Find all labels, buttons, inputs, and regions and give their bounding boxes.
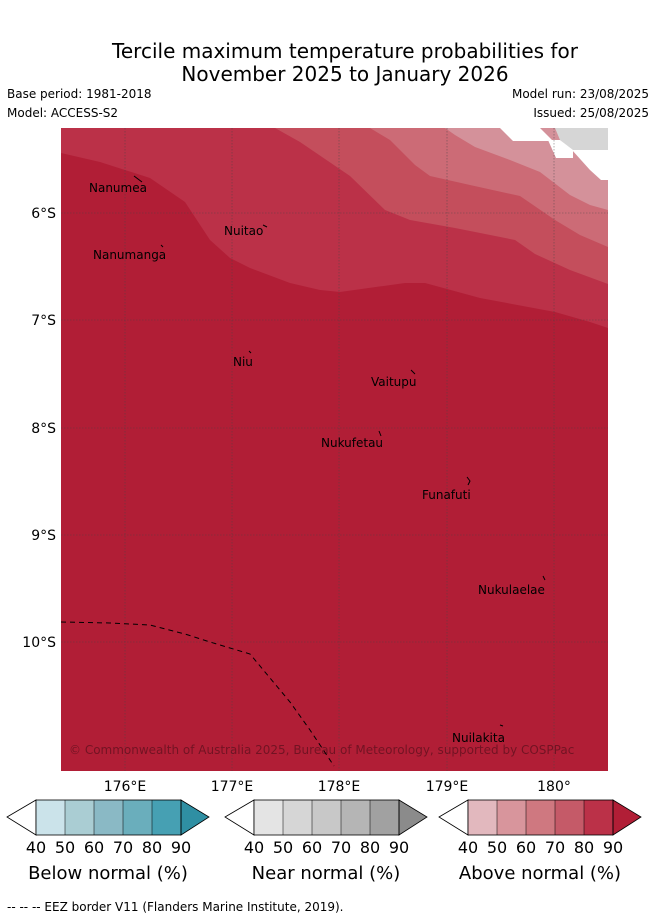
title-line-1: Tercile maximum temperature probabilitie… [112, 39, 578, 63]
y-tick-6s: 6°S [31, 206, 56, 222]
x-tick-177e: 177°E [211, 779, 254, 795]
x-tick-176e: 176°E [104, 779, 147, 795]
colorbar-near-tick-70: 70 [331, 838, 351, 857]
eez-footnote: -- -- -- EEZ border V11 (Flanders Marine… [7, 900, 344, 914]
fill-white-notch-a [500, 128, 553, 141]
colorbar-near-tick-90: 90 [389, 838, 409, 857]
y-tick-9s: 9°S [31, 528, 56, 544]
y-axis-ticks: 6°S 7°S 8°S 9°S 10°S [22, 206, 56, 651]
x-tick-178e: 178°E [318, 779, 361, 795]
colorbar-above-tick-50: 50 [487, 838, 507, 857]
colorbar-below-dividers [64, 800, 153, 835]
chart-title: Tercile maximum temperature probabilitie… [0, 40, 655, 86]
colorbar-near-seg-2 [283, 800, 312, 835]
colorbar-near-seg-4 [341, 800, 370, 835]
y-tick-8s: 8°S [31, 421, 56, 437]
island-nuitao [262, 224, 268, 228]
place-nuilakita: Nuilakita [452, 731, 505, 745]
colorbar-near-ticks: 40 50 60 70 80 90 [244, 838, 409, 857]
issued-date: Issued: 25/08/2025 [533, 106, 649, 120]
colorbar-below-seg-4 [123, 800, 152, 835]
island-niu [248, 350, 252, 354]
colorbar-below-ticks: 40 50 60 70 80 90 [26, 838, 191, 857]
y-tick-10s: 10°S [22, 635, 56, 651]
island-vaitupu [410, 369, 416, 375]
colorbar-above: 40 50 60 70 80 90 [438, 799, 642, 857]
colorbar-near-seg-5 [370, 800, 399, 835]
island-nuilakita [499, 724, 504, 727]
colorbar-below-tick-40: 40 [26, 838, 46, 857]
island-funafuti [466, 476, 471, 486]
island-outlines [133, 175, 546, 727]
colorbar-above-dividers [496, 800, 585, 835]
colorbar-above-tick-60: 60 [516, 838, 536, 857]
place-nanumea: Nanumea [89, 181, 147, 195]
map-area: Nanumea Nuitao Nanumanga Niu Vaitupu Nuk… [61, 128, 608, 771]
fill-white-notch-c [572, 150, 608, 180]
model-name: Model: ACCESS-S2 [7, 106, 119, 120]
place-nanumanga: Nanumanga [93, 248, 166, 262]
colorbar-below-min-arrow [6, 799, 37, 836]
place-niu: Niu [233, 355, 253, 369]
island-nukufetau [378, 430, 382, 437]
colorbar-below-tick-90: 90 [171, 838, 191, 857]
colorbar-above-max-arrow [612, 799, 642, 836]
place-nukulaelae: Nukulaelae [478, 583, 545, 597]
place-funafuti: Funafuti [422, 488, 471, 502]
place-nukufetau: Nukufetau [321, 436, 383, 450]
colorbar-above-tick-70: 70 [545, 838, 565, 857]
colorbar-below-seg-3 [94, 800, 123, 835]
x-tick-179e: 179°E [426, 779, 469, 795]
place-labels: Nanumea Nuitao Nanumanga Niu Vaitupu Nuk… [89, 181, 545, 745]
colorbar-above-seg-3 [526, 800, 555, 835]
colorbar-near-label: Near normal (%) [251, 863, 401, 884]
place-vaitupu: Vaitupu [371, 375, 417, 389]
colorbar-above-tick-90: 90 [603, 838, 623, 857]
y-tick-7s: 7°S [31, 313, 56, 329]
title-line-2: November 2025 to January 2026 [181, 62, 509, 86]
x-tick-180: 180° [537, 779, 571, 795]
colorbar-near-tick-50: 50 [273, 838, 293, 857]
colorbar-below-tick-60: 60 [84, 838, 104, 857]
colorbar-above-seg-4 [555, 800, 584, 835]
colorbar-near-dividers [282, 800, 371, 835]
colorbar-above-min-arrow [438, 799, 469, 836]
colorbar-below-label: Below normal (%) [28, 863, 188, 884]
island-nukulaelae [542, 575, 546, 581]
x-axis-ticks: 176°E 177°E 178°E 179°E 180° [104, 779, 571, 795]
colorbar-above-ticks: 40 50 60 70 80 90 [458, 838, 623, 857]
island-nanumea [133, 175, 143, 183]
graticule [61, 128, 608, 771]
colorbar-below-seg-2 [65, 800, 94, 835]
copyright-notice: © Commonwealth of Australia 2025, Bureau… [69, 743, 574, 757]
colorbar-below: 40 50 60 70 80 90 [6, 799, 210, 857]
colorbar-below-max-arrow [180, 799, 210, 836]
colorbar-above-seg-5 [584, 800, 613, 835]
colorbar-above-tick-40: 40 [458, 838, 478, 857]
island-nanumanga [160, 244, 164, 248]
colorbar-below-tick-50: 50 [55, 838, 75, 857]
colorbar-below-seg-1 [36, 800, 65, 835]
place-nuitao: Nuitao [224, 224, 263, 238]
base-period: Base period: 1981-2018 [7, 87, 152, 101]
eez-border [61, 621, 335, 767]
colorbar-near-tick-60: 60 [302, 838, 322, 857]
colorbar-near-tick-80: 80 [360, 838, 380, 857]
colorbar-near-min-arrow [224, 799, 255, 836]
colorbar-above-tick-80: 80 [574, 838, 594, 857]
model-run: Model run: 23/08/2025 [511, 87, 649, 101]
colorbar-below-seg-5 [152, 800, 181, 835]
colorbar-above-seg-2 [497, 800, 526, 835]
colorbar-near-tick-40: 40 [244, 838, 264, 857]
colorbar-near: 40 50 60 70 80 90 [224, 799, 428, 857]
colorbar-above-seg-1 [468, 800, 497, 835]
colorbar-below-tick-80: 80 [142, 838, 162, 857]
colorbar-below-tick-70: 70 [113, 838, 133, 857]
colorbar-above-label: Above normal (%) [458, 863, 622, 884]
colorbar-near-seg-1 [254, 800, 283, 835]
colorbar-near-max-arrow [398, 799, 428, 836]
colorbar-near-seg-3 [312, 800, 341, 835]
